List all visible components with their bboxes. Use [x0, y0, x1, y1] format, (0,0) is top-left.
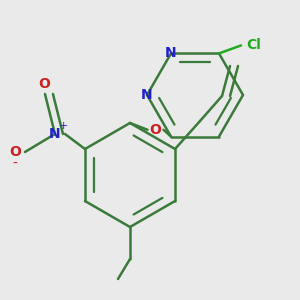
Text: N: N	[49, 127, 61, 141]
Text: +: +	[59, 121, 69, 131]
Text: Cl: Cl	[247, 38, 261, 52]
Text: N: N	[141, 88, 153, 102]
Text: O: O	[38, 77, 50, 91]
Text: O: O	[150, 123, 161, 137]
Text: N: N	[165, 46, 177, 60]
Text: O: O	[9, 145, 21, 159]
Text: -: -	[13, 157, 17, 171]
